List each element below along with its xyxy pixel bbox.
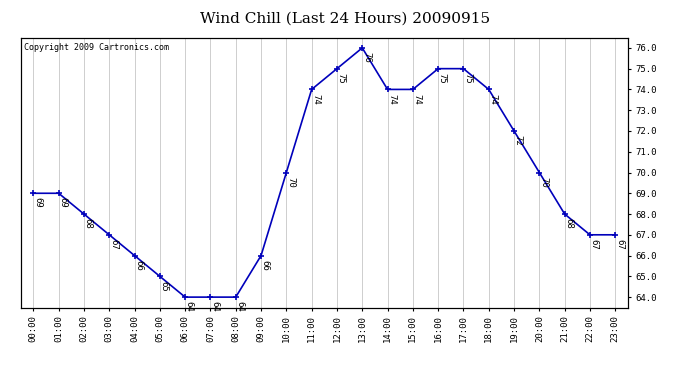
Text: 75: 75 [438,73,447,84]
Text: 64: 64 [235,301,244,312]
Text: 67: 67 [590,239,599,250]
Text: 69: 69 [33,197,42,208]
Text: 65: 65 [159,280,168,291]
Text: 70: 70 [539,177,548,188]
Text: 69: 69 [59,197,68,208]
Text: 72: 72 [514,135,523,146]
Text: 66: 66 [135,260,144,270]
Text: 70: 70 [286,177,295,188]
Text: 68: 68 [83,218,92,229]
Text: 68: 68 [564,218,573,229]
Text: 75: 75 [463,73,472,84]
Text: Wind Chill (Last 24 Hours) 20090915: Wind Chill (Last 24 Hours) 20090915 [200,11,490,25]
Text: 74: 74 [489,94,497,104]
Text: 76: 76 [362,52,371,63]
Text: 74: 74 [387,94,396,104]
Text: 74: 74 [413,94,422,104]
Text: 64: 64 [185,301,194,312]
Text: 74: 74 [311,94,320,104]
Text: 67: 67 [615,239,624,250]
Text: 75: 75 [337,73,346,84]
Text: 64: 64 [210,301,219,312]
Text: Copyright 2009 Cartronics.com: Copyright 2009 Cartronics.com [23,43,169,52]
Text: 67: 67 [109,239,118,250]
Text: 66: 66 [261,260,270,270]
